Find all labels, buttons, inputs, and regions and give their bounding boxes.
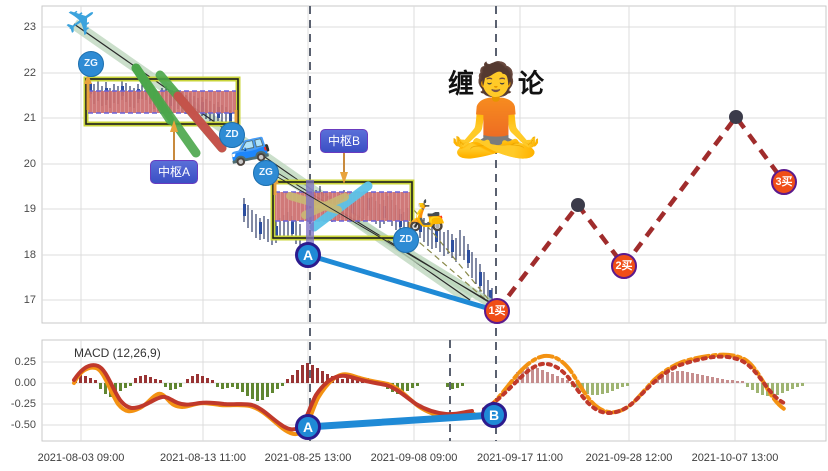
- macd-hist-positive: [74, 363, 379, 383]
- price-y-tick: 19: [23, 203, 36, 215]
- macd-y-tick: -0.50: [10, 419, 36, 431]
- monk-dog-icon: 🧘: [441, 60, 551, 159]
- projected-peak-2: [729, 110, 743, 124]
- price-y-tick: 23: [23, 21, 36, 33]
- macd-legend: MACD (12,26,9): [74, 346, 161, 360]
- macd-dif-line: [72, 363, 474, 432]
- candle-bodies-2: [243, 192, 402, 238]
- x-tick: 2021-09-08 09:00: [370, 452, 458, 464]
- secondary-channel-line: [275, 171, 491, 304]
- x-tick: 2021-08-25 13:00: [264, 452, 352, 464]
- macd-hist-negative: [99, 383, 464, 401]
- macd-hist-projected-negative: [571, 383, 804, 396]
- callout-arrow-a-head: [170, 120, 178, 132]
- macd-dif-projected: [482, 354, 786, 415]
- price-y-tick: 22: [23, 67, 36, 79]
- macd-hist-projected-positive: [516, 367, 744, 383]
- stroke-up-b: [309, 181, 373, 232]
- x-tick: 2021-09-28 12:00: [585, 452, 673, 464]
- candle-bodies-1: [89, 83, 232, 125]
- secondary-channel-band: [273, 168, 493, 307]
- pivot-box-b: [270, 179, 415, 241]
- callout-pivot-a[interactable]: 中枢A: [149, 160, 199, 184]
- marker-point-a-macd[interactable]: A: [295, 414, 321, 440]
- stroke-red-a: [173, 91, 227, 153]
- stroke-up-a2: [131, 63, 175, 125]
- callout-pivot-b[interactable]: 中枢B: [319, 129, 369, 153]
- marker-point-b-macd[interactable]: B: [481, 402, 507, 428]
- stroke-down-a: [155, 70, 227, 153]
- marker-buy-2[interactable]: 2买: [611, 253, 637, 279]
- x-tick: 2021-08-03 09:00: [37, 452, 125, 464]
- stroke-up-a: [131, 63, 201, 158]
- stroke-tan-b1: [286, 192, 342, 214]
- macd-divergence-line: [304, 411, 498, 431]
- candle-bodies-3: [419, 220, 492, 304]
- stroke-tan-b2: [301, 193, 349, 219]
- scooter-icon: 🛵: [408, 199, 446, 232]
- marker-zd-1[interactable]: ZD: [219, 122, 245, 148]
- marker-point-a-price[interactable]: A: [295, 242, 321, 268]
- channel-dashed-1: [411, 235, 493, 306]
- price-y-tick: 21: [23, 112, 36, 124]
- airplane-icon: ✈: [55, 0, 109, 50]
- marker-buy-3[interactable]: 3买: [771, 169, 797, 195]
- candles-segment-1: [89, 78, 231, 129]
- macd-series-group: [72, 352, 804, 437]
- x-tick: 2021-09-17 11:00: [476, 452, 564, 464]
- projected-peak-1: [571, 198, 585, 212]
- marker-zd-2[interactable]: ZD: [393, 227, 419, 253]
- price-y-tick: 20: [23, 158, 36, 170]
- candles-segment-2: [243, 186, 409, 247]
- macd-dea-projected: [484, 352, 788, 415]
- macd-histogram: [74, 363, 804, 401]
- macd-y-tick: 0.25: [14, 356, 36, 368]
- marker-zg-2[interactable]: ZG: [253, 160, 279, 186]
- macd-y-tick: 0.00: [14, 377, 36, 389]
- price-y-tick: 17: [23, 294, 36, 306]
- price-divergence-line: [305, 252, 500, 314]
- marker-zg-1[interactable]: ZG: [78, 51, 104, 77]
- macd-dea-line: [72, 365, 476, 437]
- macd-y-tick: -0.25: [10, 398, 36, 410]
- marker-buy-1[interactable]: 1买: [484, 298, 510, 324]
- pivot-box-a: [83, 76, 241, 127]
- x-tick: 2021-10-07 13:00: [691, 452, 779, 464]
- pivot-b-trend: [275, 175, 491, 303]
- x-tick: 2021-08-13 11:00: [159, 452, 247, 464]
- callout-arrow-b-head: [340, 172, 348, 184]
- price-y-tick: 18: [23, 249, 36, 261]
